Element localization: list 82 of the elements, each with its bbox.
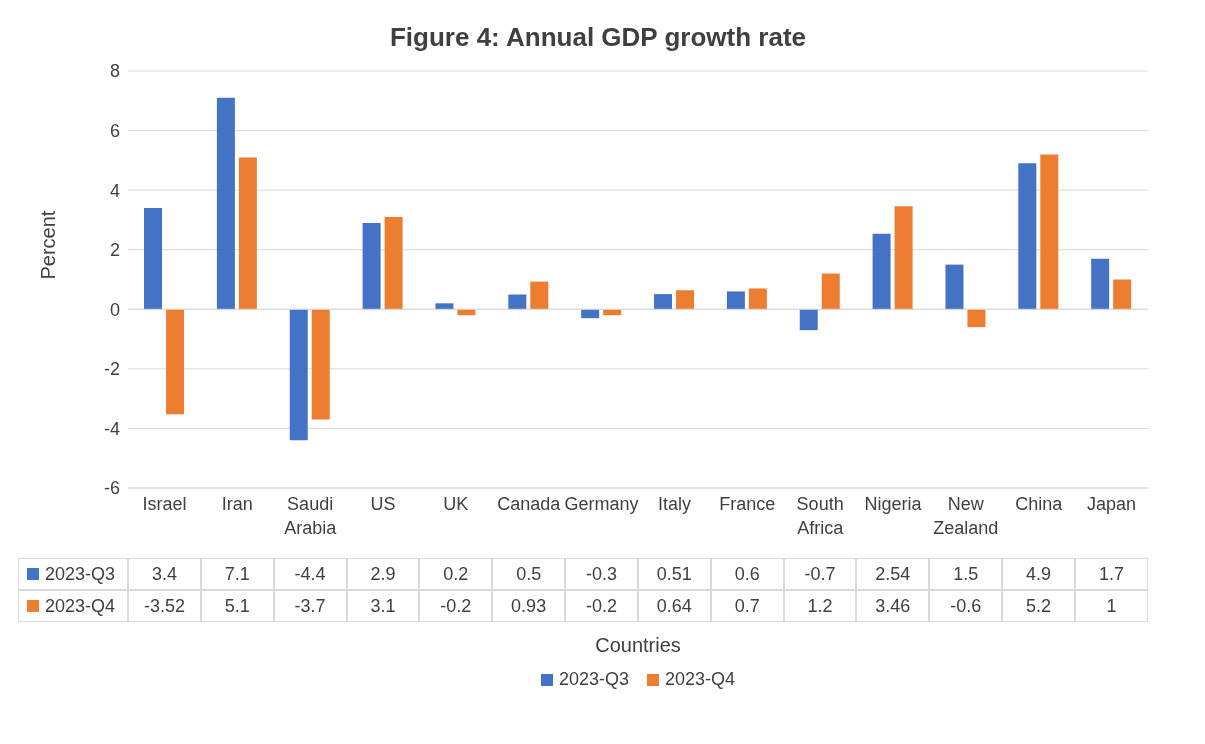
data-label: 3.46 bbox=[856, 590, 930, 622]
x-tick-label: UK bbox=[443, 494, 469, 514]
x-tick-label: Iran bbox=[221, 494, 253, 514]
y-tick-label: 0 bbox=[109, 299, 120, 320]
bar bbox=[726, 291, 745, 310]
data-label: 1 bbox=[1074, 590, 1148, 622]
y-tick-label: -2 bbox=[103, 359, 120, 380]
y-tick-label: 6 bbox=[109, 120, 120, 141]
data-label: 4.9 bbox=[1002, 558, 1075, 590]
data-label: 0.64 bbox=[637, 590, 711, 622]
data-label: 7.1 bbox=[200, 558, 274, 590]
bar bbox=[654, 294, 673, 310]
x-tick-label: Israel bbox=[142, 494, 187, 514]
data-label: -4.4 bbox=[273, 558, 347, 590]
data-label: -0.2 bbox=[419, 590, 493, 622]
y-tick-label: 8 bbox=[109, 61, 120, 82]
x-tick-label: France bbox=[719, 494, 776, 514]
bar bbox=[238, 157, 257, 310]
data-label: 1.5 bbox=[929, 558, 1003, 590]
x-tick-label: South Africa bbox=[796, 494, 845, 538]
y-tick-label: 2 bbox=[109, 240, 120, 261]
x-tick-label: Nigeria bbox=[864, 494, 923, 514]
bar bbox=[1018, 163, 1037, 310]
data-label: 3.4 bbox=[128, 558, 201, 590]
bar bbox=[362, 222, 381, 310]
x-tick-label: Italy bbox=[657, 494, 691, 514]
bar bbox=[289, 309, 308, 441]
bar bbox=[144, 208, 163, 310]
data-label: 0.7 bbox=[710, 590, 784, 622]
bar bbox=[748, 288, 767, 310]
data-label: -0.3 bbox=[565, 558, 638, 590]
data-label: 1.7 bbox=[1074, 558, 1148, 590]
x-tick-label: Japan bbox=[1087, 494, 1137, 514]
data-label: 0.93 bbox=[492, 590, 566, 622]
bar bbox=[311, 309, 330, 420]
data-label: -0.7 bbox=[783, 558, 857, 590]
y-tick-label: 4 bbox=[109, 180, 120, 201]
bar bbox=[216, 97, 235, 310]
bar bbox=[166, 309, 185, 415]
x-tick-label: New Zealand bbox=[933, 494, 999, 538]
bar bbox=[799, 309, 818, 331]
x-tick-label: US bbox=[370, 494, 396, 514]
data-label: 5.1 bbox=[200, 590, 274, 622]
data-label: 3.1 bbox=[346, 590, 420, 622]
x-axis-title: Countries bbox=[595, 634, 681, 656]
data-label: 0.6 bbox=[710, 558, 784, 590]
bar bbox=[967, 309, 986, 328]
x-tick-label: China bbox=[1015, 494, 1064, 514]
y-tick-label: -4 bbox=[103, 418, 120, 439]
bar bbox=[676, 290, 695, 310]
data-label: 0.5 bbox=[492, 558, 566, 590]
data-label: 1.2 bbox=[783, 590, 857, 622]
bar bbox=[872, 233, 891, 310]
data-label: 0.2 bbox=[419, 558, 493, 590]
legend-label: 2023-Q3 bbox=[45, 563, 116, 585]
x-tick-label: Saudi Arabia bbox=[284, 494, 338, 538]
bar bbox=[894, 206, 913, 310]
chart-title: Figure 4: Annual GDP growth rate bbox=[388, 21, 807, 54]
text: 2023-Q3 bbox=[558, 669, 629, 689]
bar bbox=[435, 303, 454, 310]
data-label: -3.52 bbox=[128, 590, 201, 622]
bar bbox=[945, 264, 964, 310]
bar bbox=[1113, 279, 1132, 310]
data-label: -0.6 bbox=[929, 590, 1003, 622]
text: 2023-Q4 bbox=[665, 669, 736, 689]
data-label: 0.51 bbox=[637, 558, 711, 590]
x-tick-label: Germany bbox=[564, 494, 639, 514]
data-label: 2.54 bbox=[856, 558, 930, 590]
bar bbox=[508, 294, 527, 310]
y-axis-title: Percent bbox=[37, 210, 60, 280]
data-label: -0.2 bbox=[565, 590, 638, 622]
bar bbox=[530, 281, 549, 310]
data-label: 5.2 bbox=[1002, 590, 1075, 622]
y-tick-label: -6 bbox=[103, 478, 120, 499]
x-tick-label: Canada bbox=[497, 494, 562, 514]
bar bbox=[1091, 258, 1110, 310]
data-label: -3.7 bbox=[273, 590, 347, 622]
bar bbox=[821, 273, 840, 310]
legend-label: 2023-Q4 bbox=[45, 595, 116, 617]
bar bbox=[1040, 154, 1059, 310]
bar bbox=[384, 216, 403, 310]
data-label: 2.9 bbox=[346, 558, 420, 590]
